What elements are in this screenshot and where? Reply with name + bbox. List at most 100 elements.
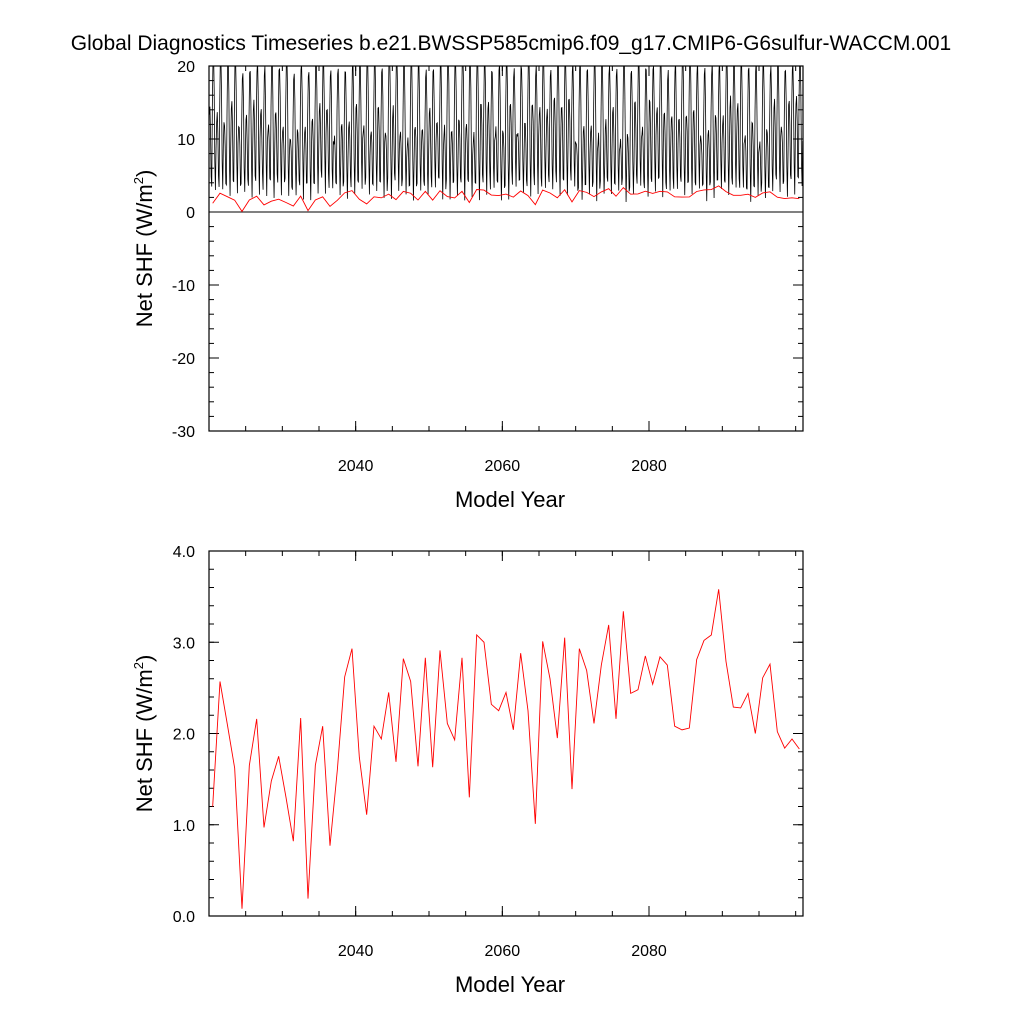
data-point (439, 650, 440, 651)
data-point (527, 710, 528, 711)
data-point (755, 733, 756, 734)
data-point (300, 717, 301, 718)
data-point (491, 704, 492, 705)
data-point (249, 765, 250, 766)
data-point (725, 661, 726, 662)
data-point (271, 780, 272, 781)
x-tick-label: 2060 (485, 943, 521, 960)
data-point (608, 624, 609, 625)
data-point (395, 761, 396, 762)
data-point (696, 659, 697, 660)
data-point (549, 678, 550, 679)
data-point (359, 757, 360, 758)
data-point (469, 797, 470, 798)
series-line-annual-mean (212, 185, 800, 213)
data-point (212, 806, 213, 807)
axis-ticks (208, 550, 803, 917)
data-point (667, 664, 668, 665)
data-point (645, 655, 646, 656)
data-point (293, 841, 294, 842)
data-point (498, 710, 499, 711)
data-point (432, 767, 433, 768)
x-tick-label: 2040 (338, 943, 374, 960)
axis-ticks (208, 65, 803, 432)
data-point (219, 681, 220, 682)
data-point (586, 670, 587, 671)
data-point (322, 726, 323, 727)
y-tick-label: 1.0 (173, 818, 195, 835)
data-point (344, 676, 345, 677)
data-point (403, 658, 404, 659)
y-tick-label: -10 (172, 278, 195, 295)
data-points (212, 589, 800, 910)
data-point (425, 657, 426, 658)
x-tick-label: 2040 (338, 458, 374, 475)
data-point (564, 637, 565, 638)
data-point (623, 611, 624, 612)
data-point (593, 723, 594, 724)
y-tick-label: -30 (172, 424, 195, 441)
data-point (630, 693, 631, 694)
data-point (285, 797, 286, 798)
top-panel-monthly-timeseries: -30 -20 -10 0 10 20 2040 2060 2080 Model Year Net … (131, 59, 804, 512)
data-point (689, 727, 690, 728)
data-point (329, 845, 330, 846)
data-point (799, 748, 800, 749)
y-axis-title: Net SHF (W/m2) (131, 170, 157, 328)
data-point (777, 731, 778, 732)
data-point (791, 738, 792, 739)
data-point (681, 729, 682, 730)
data-point (740, 707, 741, 708)
data-point (718, 589, 719, 590)
y-tick-label: 20 (177, 59, 195, 76)
y-tick-label: 10 (177, 132, 195, 149)
data-point (579, 648, 580, 649)
bottom-panel-annual-mean-timeseries: 0.0 1.0 2.0 3.0 4.0 2040 2060 2080 Model Year Net… (131, 544, 804, 997)
data-point (557, 737, 558, 738)
data-point (733, 706, 734, 707)
data-point (337, 769, 338, 770)
data-point (601, 664, 602, 665)
data-point (263, 827, 264, 828)
data-point (278, 756, 279, 757)
x-axis-title: Model Year (455, 972, 565, 997)
x-tick-label: 2060 (485, 458, 521, 475)
y-axis-title: Net SHF (W/m2) (131, 655, 157, 813)
data-point (307, 898, 308, 899)
data-point (513, 729, 514, 730)
data-point (703, 640, 704, 641)
x-tick-label: 2080 (631, 458, 667, 475)
data-point (747, 693, 748, 694)
data-point (520, 653, 521, 654)
data-point (483, 642, 484, 643)
series-line-monthly (209, 66, 803, 203)
plot-frame (208, 65, 804, 432)
data-point (454, 739, 455, 740)
data-point (315, 765, 316, 766)
data-point (784, 748, 785, 749)
data-point (711, 634, 712, 635)
data-point (659, 656, 660, 657)
data-point (417, 766, 418, 767)
data-point (542, 641, 543, 642)
data-point (227, 724, 228, 725)
data-point (652, 684, 653, 685)
plot-frame (208, 550, 804, 917)
data-point (461, 657, 462, 658)
data-point (388, 692, 389, 693)
data-point (637, 689, 638, 690)
data-point (762, 677, 763, 678)
data-point (366, 814, 367, 815)
y-tick-label: 4.0 (173, 544, 195, 561)
data-point (505, 692, 506, 693)
data-point (373, 726, 374, 727)
y-tick-label: -20 (172, 351, 195, 368)
data-point (615, 718, 616, 719)
data-point (447, 723, 448, 724)
y-tick-label: 2.0 (173, 727, 195, 744)
series-line-annual-mean (212, 589, 800, 909)
data-point (351, 648, 352, 649)
data-point (410, 681, 411, 682)
data-point (241, 908, 242, 909)
